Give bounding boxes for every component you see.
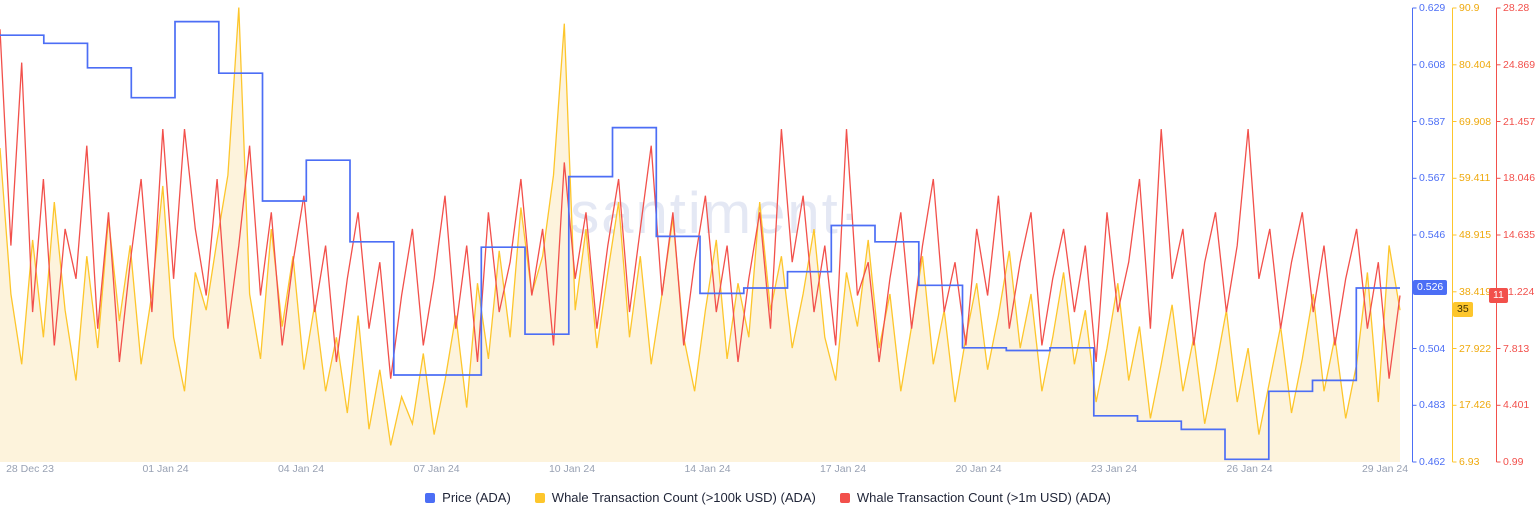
whale-100k-axis-tick: 48.915 <box>1459 229 1492 241</box>
price-current-value-badge: 0.526 <box>1413 280 1448 295</box>
price-axis-tick: 0.462 <box>1419 456 1446 468</box>
x-axis-tick: 14 Jan 24 <box>684 463 731 475</box>
price-axis-tick: 0.629 <box>1419 2 1446 14</box>
legend-marker-price <box>425 492 436 503</box>
whale-1m-axis-tick: 7.813 <box>1503 342 1530 355</box>
price-line <box>0 20 1400 461</box>
price-axis-tick: 0.567 <box>1419 172 1446 185</box>
whale-1m-axis-tick: 24.869 <box>1503 58 1536 71</box>
x-axis-tick: 29 Jan 24 <box>1361 463 1409 475</box>
x-axis-tick: 17 Jan 24 <box>819 463 867 475</box>
price-axis-tick: 0.546 <box>1419 229 1446 241</box>
legend-item-price[interactable]: Price (ADA) <box>425 490 511 505</box>
chart-legend: Price (ADA) Whale Transaction Count (>100… <box>0 490 1536 505</box>
legend-label: Price (ADA) <box>442 490 511 505</box>
whale-100k-axis-tick: 90.9 <box>1459 2 1480 14</box>
whale-100k-axis-tick: 17.426 <box>1459 399 1492 412</box>
legend-label: Whale Transaction Count (>100k USD) (ADA… <box>551 490 816 505</box>
whale-100k-current-value-badge: 35 <box>1453 302 1473 318</box>
x-axis-tick: 20 Jan 24 <box>955 463 1002 475</box>
x-axis-tick: 01 Jan 24 <box>142 463 189 475</box>
x-axis-tick: 23 Jan 24 <box>1090 463 1138 475</box>
price-axis-tick: 0.483 <box>1419 399 1446 412</box>
whale-1m-line <box>0 29 1401 379</box>
whale-1m-axis-tick: 0.99 <box>1503 456 1524 468</box>
x-axis-tick: 28 Dec 23 <box>6 463 54 475</box>
price-axis-tick: 0.587 <box>1419 115 1446 128</box>
whale-100k-area <box>0 7 1400 462</box>
x-axis-tick: 07 Jan 24 <box>413 463 460 475</box>
price-axis-tick: 0.608 <box>1419 58 1446 71</box>
whale-1m-axis-tick: 18.046 <box>1503 172 1536 185</box>
legend-item-whale-100k[interactable]: Whale Transaction Count (>100k USD) (ADA… <box>534 490 816 505</box>
whale-1m-axis-tick: 4.401 <box>1503 399 1530 412</box>
legend-item-whale-1m[interactable]: Whale Transaction Count (>1m USD) (ADA) <box>839 490 1111 505</box>
price-axis-tick: 0.504 <box>1419 342 1446 355</box>
whale-1m-axis-tick: 21.457 <box>1503 115 1536 128</box>
legend-marker-whale-1m <box>839 492 850 503</box>
whale-100k-axis-tick: 80.404 <box>1459 58 1492 71</box>
whale-1m-axis-tick: 28.28 <box>1503 2 1530 14</box>
whale-100k-axis-tick: 59.411 <box>1459 172 1491 185</box>
whale-100k-axis-tick: 38.419 <box>1459 285 1492 298</box>
whale-1m-axis-tick: 14.635 <box>1503 229 1536 241</box>
whale-1m-axis-tick: 11.224 <box>1503 285 1535 298</box>
x-axis-tick: 10 Jan 24 <box>548 463 596 475</box>
whale-100k-line <box>0 7 1401 446</box>
x-axis-tick: 26 Jan 24 <box>1226 463 1273 475</box>
legend-marker-whale-100k <box>534 492 545 503</box>
whale-100k-axis-tick: 69.908 <box>1459 115 1492 128</box>
whale-1m-current-value-badge: 11 <box>1489 287 1508 303</box>
whale-100k-axis-tick: 6.93 <box>1459 456 1480 468</box>
whale-100k-axis-tick: 27.922 <box>1459 342 1492 355</box>
legend-label: Whale Transaction Count (>1m USD) (ADA) <box>856 490 1111 505</box>
x-axis-tick: 04 Jan 24 <box>277 463 325 475</box>
